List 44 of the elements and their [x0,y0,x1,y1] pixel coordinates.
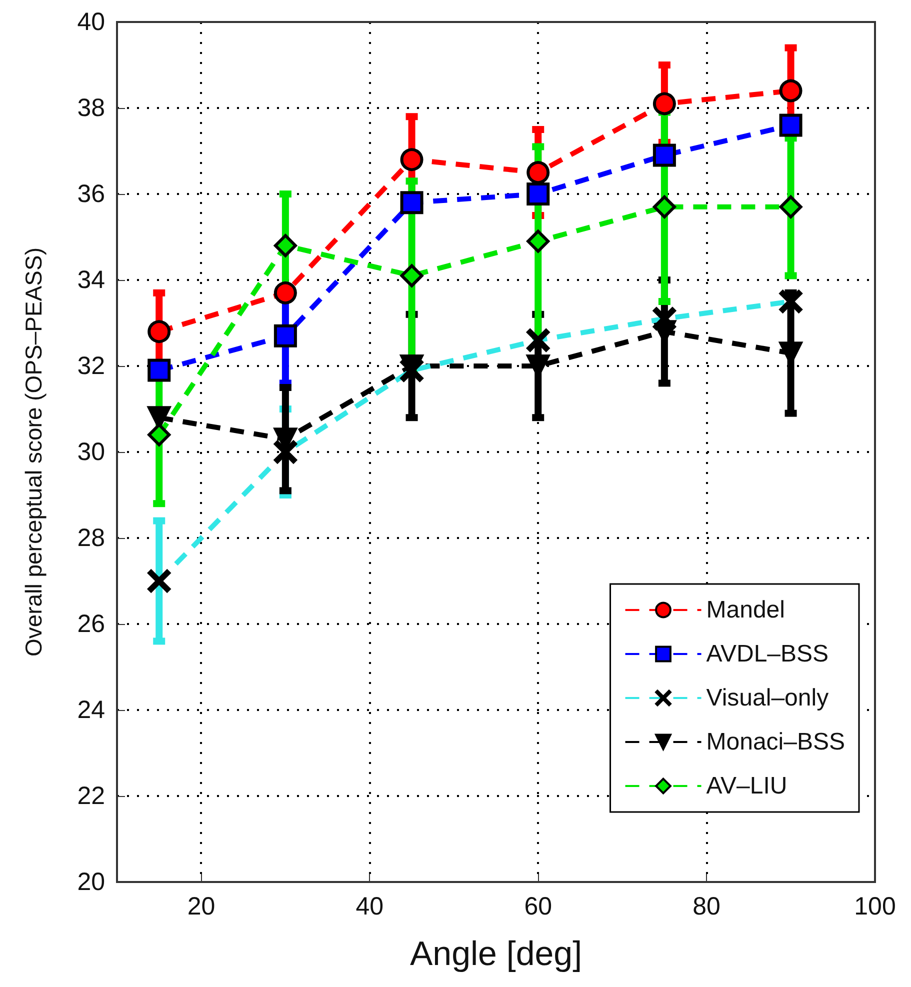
x-axis-title: Angle [deg] [410,935,582,973]
x-tick-label: 80 [692,892,720,920]
point [652,144,676,167]
y-tick-label: 36 [77,180,105,208]
legend-label: AV–LIU [706,772,788,800]
point [400,148,424,172]
point [274,324,297,348]
y-axis-title: Overall perceptual score (OPS–PEASS) [20,247,46,657]
point [400,264,424,288]
y-tick-label: 40 [77,8,105,36]
point [274,281,297,304]
y-tick-label: 34 [77,266,106,294]
legend-label: Mandel [706,596,785,624]
y-tick-label: 32 [77,352,105,380]
y-tick-label: 30 [77,438,105,466]
y-tick-label: 22 [77,782,105,810]
point [779,79,802,102]
point [274,234,297,258]
point [274,440,297,464]
x-tick-label: 20 [187,892,216,920]
point [652,195,676,218]
y-tick-label: 20 [77,868,105,896]
point [148,358,171,382]
point [652,307,676,330]
y-tick-label: 24 [77,696,106,724]
point [526,230,550,253]
point [400,358,424,382]
point [526,182,550,206]
point [148,320,171,344]
x-tick-label: 40 [356,892,384,920]
point [526,328,550,352]
point [526,161,550,184]
x-tick-label: 60 [524,892,552,920]
y-tick-label: 38 [77,94,105,122]
x-tick-label: 100 [854,892,896,920]
legend-label: AVDL–BSS [706,640,829,668]
y-tick-label: 28 [77,524,105,552]
point [779,195,802,218]
legend-label: Monaci–BSS [706,728,846,756]
legend-label: Visual–only [706,684,829,712]
point [148,570,171,592]
point [400,191,424,214]
point [148,423,171,446]
y-tick-label: 26 [77,610,105,638]
